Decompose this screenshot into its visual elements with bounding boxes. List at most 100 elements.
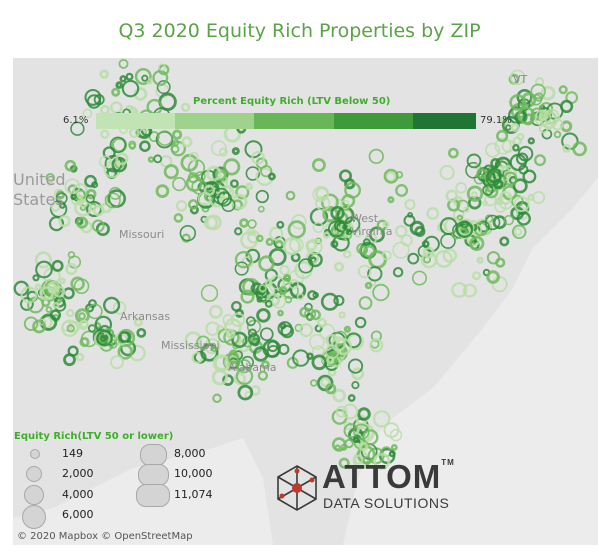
zip-marker[interactable]	[35, 260, 53, 279]
zip-marker[interactable]	[306, 352, 314, 360]
zip-marker[interactable]	[509, 94, 526, 111]
zip-marker[interactable]	[67, 345, 79, 357]
zip-marker[interactable]	[152, 69, 169, 86]
zip-marker[interactable]	[414, 225, 426, 238]
zip-marker[interactable]	[390, 443, 398, 451]
zip-marker[interactable]	[279, 322, 287, 330]
zip-marker[interactable]	[407, 252, 420, 265]
zip-marker[interactable]	[256, 234, 264, 243]
zip-marker[interactable]	[369, 338, 384, 353]
zip-marker[interactable]	[110, 355, 124, 370]
zip-marker[interactable]	[325, 383, 337, 395]
zip-marker[interactable]	[372, 283, 390, 302]
zip-marker[interactable]	[367, 266, 383, 282]
zip-marker[interactable]	[358, 296, 373, 310]
zip-marker[interactable]	[50, 201, 61, 212]
zip-marker[interactable]	[210, 345, 218, 353]
zip-marker[interactable]	[187, 199, 199, 210]
zip-marker[interactable]	[265, 237, 274, 247]
zip-marker[interactable]	[196, 335, 211, 350]
zip-marker[interactable]	[257, 370, 269, 381]
zip-marker[interactable]	[235, 367, 254, 385]
zip-marker[interactable]	[469, 235, 485, 251]
zip-marker[interactable]	[343, 325, 351, 333]
zip-marker[interactable]	[66, 324, 75, 333]
zip-marker[interactable]	[78, 312, 86, 320]
zip-marker[interactable]	[294, 323, 303, 333]
zip-marker[interactable]	[84, 88, 102, 106]
zip-marker[interactable]	[388, 450, 396, 458]
zip-marker[interactable]	[240, 289, 255, 304]
zip-marker[interactable]	[330, 240, 339, 249]
zip-marker[interactable]	[534, 154, 546, 167]
zip-marker[interactable]	[146, 78, 153, 85]
zip-marker[interactable]	[470, 191, 478, 199]
zip-marker[interactable]	[125, 72, 134, 81]
zip-marker[interactable]	[527, 193, 535, 202]
zip-marker[interactable]	[251, 150, 265, 165]
zip-marker[interactable]	[246, 319, 262, 334]
zip-marker[interactable]	[157, 130, 173, 146]
zip-marker[interactable]	[540, 85, 556, 101]
zip-marker[interactable]	[184, 331, 202, 349]
zip-marker[interactable]	[234, 261, 249, 276]
zip-marker[interactable]	[216, 191, 232, 207]
zip-marker[interactable]	[559, 99, 574, 114]
zip-marker[interactable]	[111, 156, 128, 173]
zip-marker[interactable]	[368, 148, 384, 165]
zip-marker[interactable]	[353, 454, 364, 465]
zip-marker[interactable]	[102, 296, 121, 314]
zip-marker[interactable]	[59, 202, 66, 209]
zip-marker[interactable]	[171, 129, 183, 140]
zip-marker[interactable]	[311, 345, 325, 359]
zip-marker[interactable]	[442, 248, 458, 263]
zip-marker[interactable]	[509, 69, 526, 86]
zip-marker[interactable]	[256, 308, 271, 323]
zip-marker[interactable]	[259, 327, 274, 342]
zip-marker[interactable]	[352, 436, 360, 444]
zip-marker[interactable]	[52, 301, 60, 309]
zip-marker[interactable]	[74, 198, 93, 217]
zip-marker[interactable]	[219, 184, 235, 200]
zip-marker[interactable]	[91, 219, 105, 233]
zip-marker[interactable]	[267, 172, 276, 181]
zip-marker[interactable]	[347, 394, 356, 402]
zip-marker[interactable]	[78, 319, 89, 331]
zip-marker[interactable]	[119, 75, 127, 83]
zip-marker[interactable]	[112, 301, 127, 315]
zip-marker[interactable]	[255, 189, 269, 204]
zip-marker[interactable]	[72, 182, 88, 198]
zip-marker[interactable]	[495, 257, 506, 268]
zip-marker[interactable]	[153, 154, 163, 164]
zip-marker[interactable]	[241, 355, 254, 369]
zip-marker[interactable]	[553, 130, 562, 139]
zip-marker[interactable]	[490, 158, 501, 169]
zip-marker[interactable]	[316, 374, 334, 392]
zip-marker[interactable]	[538, 110, 549, 121]
zip-marker[interactable]	[175, 200, 188, 212]
zip-marker[interactable]	[285, 190, 296, 201]
zip-marker[interactable]	[333, 261, 345, 272]
zip-marker[interactable]	[227, 352, 240, 365]
zip-marker[interactable]	[128, 140, 137, 149]
zip-marker[interactable]	[34, 283, 42, 291]
zip-marker[interactable]	[244, 140, 263, 159]
zip-marker[interactable]	[231, 193, 248, 210]
zip-marker[interactable]	[299, 323, 314, 338]
zip-marker[interactable]	[20, 286, 38, 304]
zip-marker[interactable]	[492, 178, 504, 190]
zip-marker[interactable]	[499, 236, 510, 247]
zip-marker[interactable]	[310, 309, 321, 321]
zip-marker[interactable]	[283, 273, 292, 283]
zip-marker[interactable]	[70, 276, 85, 291]
zip-marker[interactable]	[373, 410, 391, 428]
zip-marker[interactable]	[271, 294, 287, 309]
zip-marker[interactable]	[484, 214, 501, 231]
zip-marker[interactable]	[316, 317, 327, 328]
zip-marker[interactable]	[115, 81, 123, 89]
zip-marker[interactable]	[179, 225, 197, 242]
zip-marker[interactable]	[92, 204, 105, 217]
zip-marker[interactable]	[562, 143, 572, 153]
zip-marker[interactable]	[46, 179, 54, 186]
zip-marker[interactable]	[314, 237, 322, 245]
